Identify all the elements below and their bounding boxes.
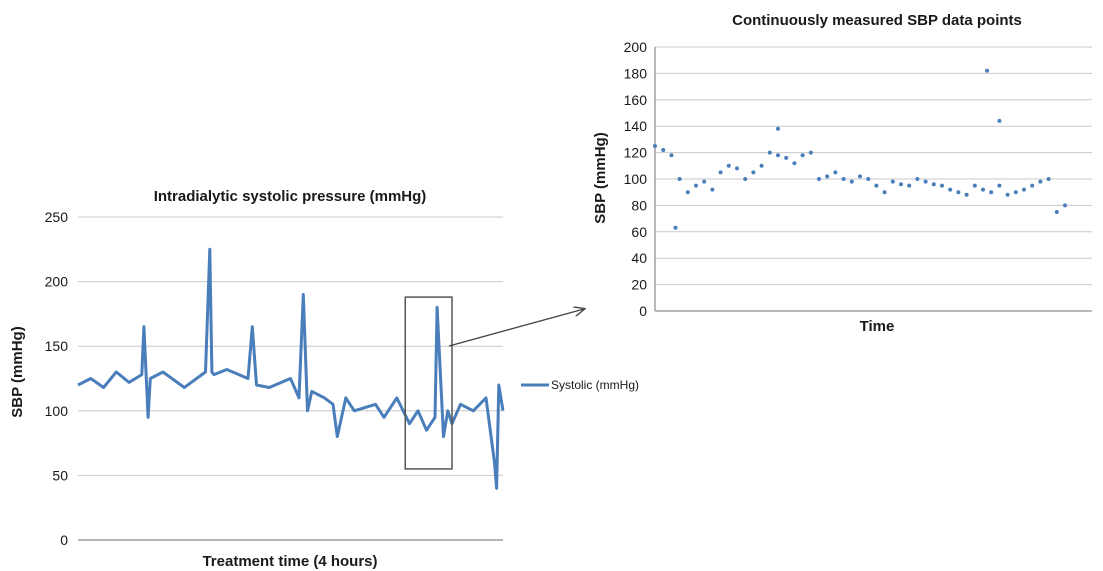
left-y-axis-label: SBP (mmHg) xyxy=(9,326,26,417)
right-y-tick-label: 180 xyxy=(624,65,648,81)
right-y-tick-label: 80 xyxy=(631,197,647,213)
scatter-point xyxy=(743,177,748,181)
scatter-point xyxy=(997,118,1002,123)
scatter-point xyxy=(776,153,780,158)
scatter-point xyxy=(989,190,994,195)
scatter-point xyxy=(956,190,961,195)
scatter-point xyxy=(1063,203,1067,208)
right-y-axis-label: SBP (mmHg) xyxy=(592,132,609,223)
scatter-point xyxy=(1046,177,1051,181)
scatter-point xyxy=(792,161,797,166)
scatter-point xyxy=(849,179,854,184)
scatter-point xyxy=(677,177,682,181)
left-y-tick-label: 100 xyxy=(45,403,69,419)
scatter-point xyxy=(866,177,871,181)
scatter-point xyxy=(673,225,678,230)
scatter-point xyxy=(890,179,895,184)
scatter-point xyxy=(653,144,657,148)
scatter-point xyxy=(751,170,756,175)
scatter-point xyxy=(899,182,903,187)
scatter-point xyxy=(784,155,789,160)
scatter-point xyxy=(726,163,731,168)
left-systolic-line xyxy=(77,247,505,490)
right-chart-title: Continuously measured SBP data points xyxy=(732,12,1022,29)
scatter-point xyxy=(985,68,990,73)
scatter-point xyxy=(1022,187,1026,192)
scatter-point xyxy=(948,187,953,192)
scatter-point xyxy=(915,177,920,181)
right-y-tick-label: 40 xyxy=(631,250,647,266)
scatter-point xyxy=(997,183,1002,188)
right-y-tick-label: 0 xyxy=(639,303,647,319)
legend-entry-systolic: Systolic (mmHg) xyxy=(551,378,639,392)
scatter-point xyxy=(694,183,698,188)
scatter-point xyxy=(685,190,690,195)
scatter-point xyxy=(882,190,887,195)
legend: Systolic (mmHg) xyxy=(521,378,639,392)
right-x-axis-label: Time xyxy=(860,318,895,335)
left-y-tick-label: 200 xyxy=(45,274,69,290)
scatter-point xyxy=(964,192,969,197)
scatter-point xyxy=(710,187,715,192)
scatter-point xyxy=(1038,179,1043,184)
scatter-point xyxy=(1013,190,1018,195)
right-y-tick-labels: 0 20 40 60 80 100 120 140 160 180 200 xyxy=(624,39,648,319)
scatter-point xyxy=(923,179,928,184)
scatter-point xyxy=(907,183,912,188)
scatter-point xyxy=(718,170,723,175)
right-y-tick-label: 120 xyxy=(624,145,648,161)
left-y-tick-label: 50 xyxy=(52,467,68,483)
scatter-point xyxy=(735,166,739,171)
right-chart: Continuously measured SBP data points 0 2… xyxy=(592,12,1092,335)
scatter-point xyxy=(833,170,838,175)
callout-arrow xyxy=(448,309,584,347)
scatter-point xyxy=(931,182,936,187)
scatter-point xyxy=(1005,192,1010,197)
scatter-point xyxy=(808,150,813,155)
left-chart: Intradialytic systolic pressure (mmHg) 0… xyxy=(9,188,639,570)
highlight-box xyxy=(404,296,453,470)
left-y-tick-label: 150 xyxy=(45,338,69,354)
right-gridlines xyxy=(655,46,1092,286)
scatter-point xyxy=(940,183,944,188)
scatter-point xyxy=(972,183,977,188)
scatter-point xyxy=(669,153,674,158)
scatter-point xyxy=(759,163,764,168)
scatter-point xyxy=(702,179,707,184)
scatter-point xyxy=(776,126,780,131)
scatter-point xyxy=(841,177,846,181)
scatter-point xyxy=(825,174,830,179)
scatter-point xyxy=(858,174,862,179)
scatter-point xyxy=(874,183,879,188)
scatter-point xyxy=(767,150,772,155)
right-y-tick-label: 200 xyxy=(624,39,648,55)
right-scatter-points xyxy=(653,68,1067,230)
right-y-tick-label: 140 xyxy=(624,118,648,134)
right-y-tick-label: 160 xyxy=(624,92,648,108)
scatter-point xyxy=(800,153,805,158)
scatter-point xyxy=(1030,183,1035,188)
left-x-axis-label: Treatment time (4 hours) xyxy=(202,553,377,570)
left-y-tick-label: 250 xyxy=(45,209,69,225)
scatter-point xyxy=(661,148,666,152)
scatter-point xyxy=(817,177,821,181)
scatter-point xyxy=(981,187,985,192)
right-y-tick-label: 60 xyxy=(631,224,647,240)
scatter-point xyxy=(1054,210,1059,214)
right-y-tick-label: 20 xyxy=(631,277,647,293)
left-y-tick-labels: 0 50 100 150 200 250 xyxy=(45,209,69,548)
left-chart-title: Intradialytic systolic pressure (mmHg) xyxy=(154,188,427,205)
right-y-tick-label: 100 xyxy=(624,171,648,187)
left-y-tick-label: 0 xyxy=(60,532,68,548)
